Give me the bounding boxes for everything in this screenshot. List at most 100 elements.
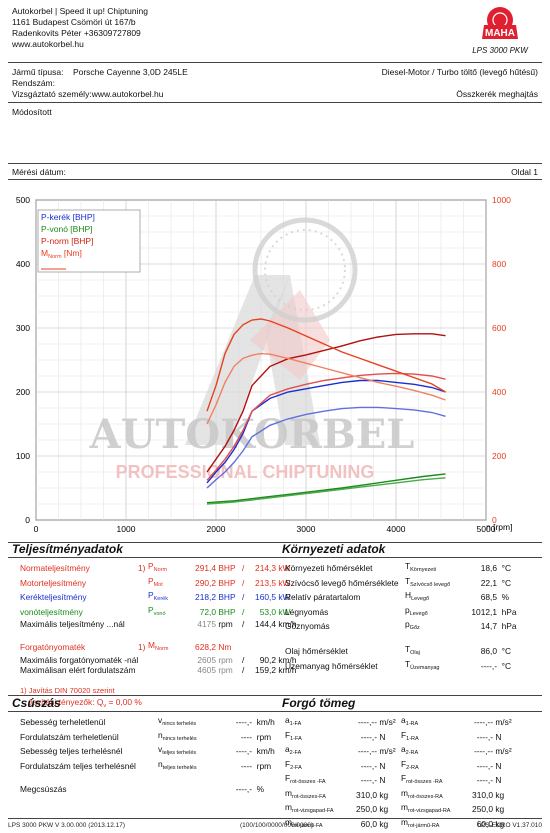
y-left-tick-label: 300	[16, 323, 30, 333]
perf-symbol: Pvonó	[148, 605, 190, 620]
x-tick-label: 2000	[207, 524, 226, 534]
slip-symbol: nteljes terhelés	[158, 759, 210, 774]
symbol: m	[401, 816, 408, 827]
slip-symbol: vnincs terhelés	[158, 715, 210, 730]
perf-label: Maximális teljesítmény ...nál	[20, 619, 125, 629]
inspector-label: Vizsgáztató személy:	[12, 89, 92, 99]
perf-unit-1: rpm	[216, 665, 233, 675]
company-line-4: www.autokorbel.hu	[12, 39, 84, 49]
series-line	[206, 477, 446, 505]
footer-right: LPS-EURO V1.37.010	[477, 822, 542, 829]
perf-unit-2: kW	[276, 606, 291, 617]
mass-unit-ra: kg	[493, 804, 505, 814]
env-unit: °C	[497, 563, 512, 573]
y-left-tick-label: 100	[16, 451, 30, 461]
mass-symbol-ra: Frot-összes -RA	[401, 773, 459, 788]
slip-label: Sebesség terheletlenül	[20, 717, 106, 727]
slip-symbol	[158, 784, 210, 795]
perf-value-2: 144,4	[255, 619, 276, 629]
divider-4	[8, 179, 542, 180]
perf-value-1: 72,0	[199, 606, 216, 617]
slip-value: ----	[240, 760, 252, 771]
mass-unit-fa: N	[377, 760, 386, 771]
environment-table: Környezeti hőmérséklet TKörnyezeti 18,6 °C…	[285, 561, 525, 673]
symbol-sub: nincs terhelés	[162, 735, 197, 742]
modified-label: Módosított	[12, 107, 52, 117]
symbol: P	[148, 604, 154, 615]
din-row: 1) Javítás DIN 70020 szerint	[20, 686, 302, 697]
perf-value-1: 290,2	[195, 577, 216, 588]
slip-unit: km/h	[252, 746, 275, 756]
torque-label: Forgatónyomaték	[20, 642, 86, 652]
symbol: T	[405, 658, 411, 669]
perf-value-2: 159,2	[255, 665, 276, 675]
chart-series	[206, 318, 446, 505]
perf-value-2: 160,5	[255, 592, 276, 602]
symbol: a	[401, 715, 406, 725]
divider-7	[8, 695, 542, 696]
perf-unit-1: BHP	[216, 592, 236, 602]
mass-symbol-ra: a1-RA	[401, 715, 459, 730]
slip-row	[20, 773, 282, 784]
y-right-tick-label: 1000	[492, 195, 511, 205]
symbol-sub: teljes terhelés	[162, 750, 197, 756]
series-line	[206, 406, 446, 489]
perf-symbol: PMot	[148, 576, 190, 591]
mass-unit-ra: N	[493, 731, 502, 742]
mass-symbol-fa: a1-FA	[285, 715, 343, 730]
env-value: ----,-	[480, 660, 497, 671]
slip-label: Fordulatszám teljes terhelésnél	[20, 760, 136, 771]
factor-value: = 0,00 %	[106, 696, 142, 707]
mass-value-ra: 60,0	[476, 818, 493, 829]
perf-unit-2: km/h	[276, 665, 297, 675]
performance-row: Maximális forgatónyomaték -nál 2605 rpm / 9…	[20, 655, 302, 666]
mass-row: a2-FA ----,-- m/s² a2-RA ----,-- m/s²	[285, 744, 517, 759]
env-label	[285, 634, 405, 645]
symbol: m	[401, 787, 408, 798]
symbol: H	[405, 590, 412, 600]
env-label: Környezeti hőmérséklet	[285, 563, 373, 573]
symbol-sub: 2-FA	[289, 750, 302, 756]
performance-row: Maximális teljesítmény ...nál 4175 rpm / 14…	[20, 619, 302, 630]
mass-row: Frot-összes -FA ----,- N Frot-összes -RA --…	[285, 773, 517, 788]
mass-row: mrot-vizsgapad-FA 250,0 kg mrot-vizsgapad-…	[285, 802, 517, 817]
performance-table: Normateljesítmény 1) PNorm 291,4 BHP/214,3 …	[20, 561, 302, 711]
env-label: Olaj hőmérséklet	[285, 646, 348, 656]
spacer	[20, 630, 138, 641]
mass-symbol-fa: mrot-jármű-FA	[285, 817, 343, 832]
symbol: P	[148, 575, 154, 586]
symbol: F	[285, 773, 291, 783]
performance-title: Teljesítményadatok	[12, 542, 123, 556]
mass-symbol-ra: F2-RA	[401, 759, 459, 774]
watermark-top-text: AUTOKORBEL	[89, 411, 415, 458]
perf-value-2: 214,3	[255, 563, 276, 573]
perf-value-1: 2605	[197, 654, 216, 665]
symbol: F	[401, 758, 407, 769]
mass-unit-fa: m/s²	[377, 746, 396, 756]
logo-model: LPS 3000 PKW	[472, 46, 528, 55]
perf-unit-2: kW	[276, 592, 291, 602]
perf-unit-2: km/h	[276, 654, 297, 665]
logo-brand: MAHA	[485, 28, 515, 39]
perf-value-1: 291,4	[195, 563, 216, 573]
slip-value: ----	[240, 731, 252, 742]
mass-symbol-ra: mrot-jármű-RA	[401, 817, 459, 832]
mass-value-ra: ----,--	[473, 746, 493, 756]
perf-sep: /	[242, 665, 245, 675]
mass-unit-ra: N	[493, 775, 502, 785]
perf-value-1: 4605	[197, 665, 216, 675]
perf-unit-2: kW	[276, 577, 291, 588]
x-axis-label: n [rpm]	[486, 522, 512, 532]
mass-unit-ra: kg	[493, 789, 505, 800]
symbol: F	[285, 729, 291, 740]
watermark-gauge	[252, 217, 358, 323]
maha-logo-icon: MAHA	[482, 7, 518, 39]
symbol: m	[285, 816, 292, 827]
mass-unit-fa: kg	[377, 804, 389, 814]
watermark-bottom-text: PROFESSIONAL CHIPTUNING	[116, 462, 375, 482]
environment-row: Környezeti hőmérséklet TKörnyezeti 18,6 °C	[285, 561, 525, 576]
environment-row: Olaj hőmérséklet TOlaj 86,0 °C	[285, 644, 525, 659]
perf-label: Maximálisan elért fordulatszám	[20, 665, 136, 675]
mass-value-ra: ----,-	[476, 731, 493, 742]
perf-unit-1: BHP	[216, 577, 236, 588]
